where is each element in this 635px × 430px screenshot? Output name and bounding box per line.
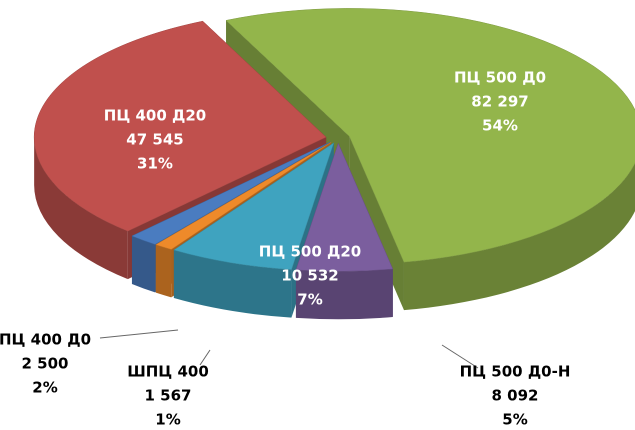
slice-percent-label: 1% — [155, 411, 180, 429]
slice-name: ПЦ 400 Д0 — [0, 331, 91, 349]
slice-percent-label: 2% — [32, 379, 57, 397]
slice-percent-label: 54% — [482, 117, 518, 135]
slice-name: ПЦ 400 Д20 — [104, 107, 206, 125]
slice-percent-label: 5% — [502, 411, 527, 429]
slice-side — [295, 269, 393, 320]
slice-value-label: 47 545 — [126, 131, 183, 149]
slice-value-label: 2 500 — [22, 355, 69, 373]
slice-side — [131, 235, 156, 293]
leader-line — [441, 344, 479, 369]
slice-value-label: 10 532 — [281, 267, 338, 285]
slice — [295, 142, 394, 272]
slice — [173, 142, 335, 270]
slice-side — [34, 137, 128, 280]
slice-value-label: 1 567 — [145, 387, 192, 405]
slice-side — [155, 244, 172, 298]
leader-line — [199, 349, 211, 366]
slice-side — [403, 162, 635, 311]
slice — [131, 141, 331, 245]
slice-percent-label: 31% — [137, 155, 173, 173]
slice-percent-label: 7% — [297, 291, 322, 309]
leader-line — [99, 329, 179, 339]
slice — [33, 20, 327, 232]
slice-name: ПЦ 500 Д0-Н — [460, 363, 571, 381]
slice — [225, 8, 635, 263]
slice-name: ПЦ 500 Д20 — [259, 243, 361, 261]
slice-name: ПЦ 500 Д0 — [454, 69, 546, 87]
slice-value-label: 8 092 — [492, 387, 539, 405]
slice-value-label: 82 297 — [471, 93, 528, 111]
slice-name: ШПЦ 400 — [127, 363, 209, 381]
slice-side — [173, 250, 292, 318]
slice — [155, 142, 332, 250]
